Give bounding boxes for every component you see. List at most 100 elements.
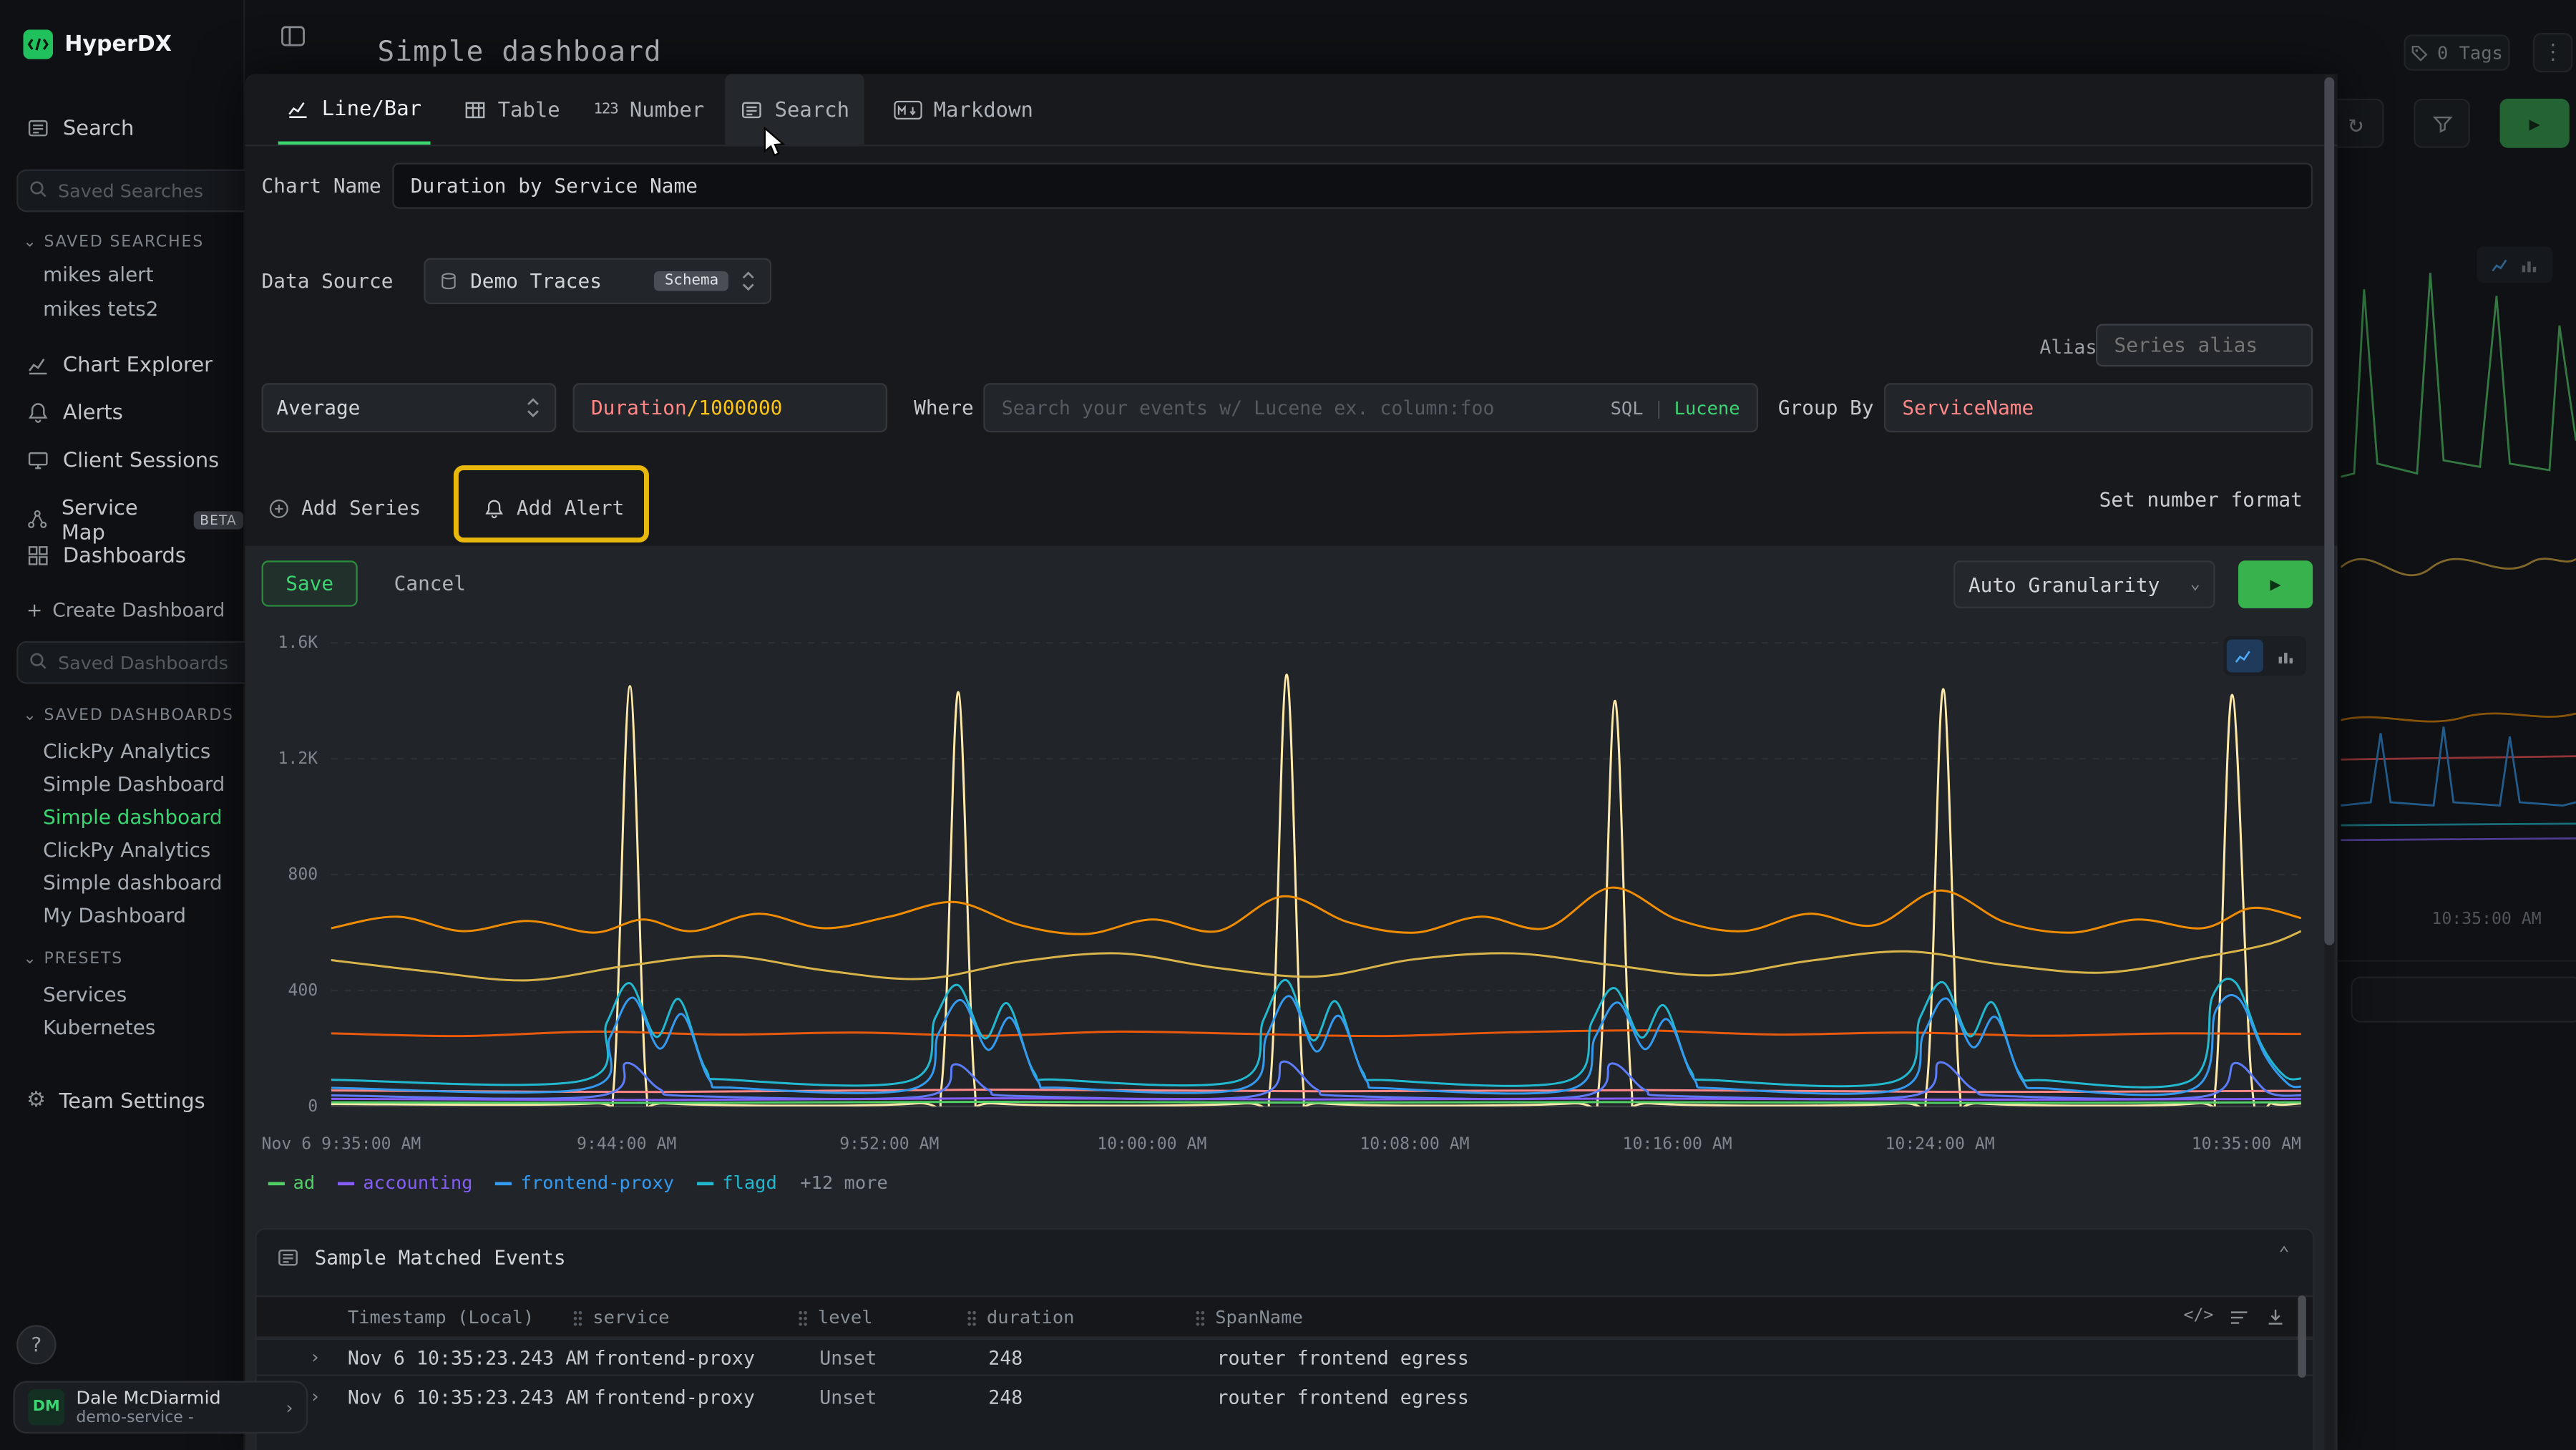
duration-line-chart[interactable]: 04008001.2K1.6KNov 6 9:35:00 AM9:44:00 A… [255, 623, 2314, 1169]
svg-text:400: 400 [288, 981, 318, 1000]
add-series-button[interactable]: Add Series [268, 488, 421, 527]
dashboard-item[interactable]: Simple Dashboard [43, 773, 225, 796]
preset-item[interactable]: Kubernetes [43, 1016, 155, 1039]
number-123-icon: 123 [594, 101, 618, 117]
table-row[interactable]: › Nov 6 10:35:23.243 AM frontend-proxy U… [257, 1374, 2313, 1412]
legend-item[interactable]: ad [268, 1172, 315, 1194]
sidebar-collapse-button[interactable] [275, 18, 311, 54]
row-expand-icon[interactable]: › [310, 1346, 321, 1368]
saved-searches-input[interactable] [16, 170, 281, 213]
aggregation-select[interactable]: Average [262, 383, 557, 432]
aggregation-value: Average [276, 396, 360, 419]
download-icon[interactable] [2265, 1307, 2286, 1328]
row-expand-icon[interactable]: › [310, 1386, 321, 1407]
tab-line-bar[interactable]: Line/Bar [278, 74, 431, 145]
divider [2338, 960, 2576, 961]
user-menu[interactable]: DM Dale McDiarmid demo-service - › [14, 1381, 308, 1434]
dashboard-item[interactable]: ClickPy Analytics [43, 838, 210, 861]
sidebar-item-label: Alerts [63, 399, 123, 424]
column-header-spanname[interactable]: SpanName [1194, 1307, 1303, 1328]
code-view-icon[interactable]: </> [2184, 1307, 2214, 1325]
dashboard-item-active[interactable]: Simple dashboard [43, 806, 223, 829]
set-number-format-button[interactable]: Set number format [2099, 488, 2303, 511]
series-alias-input[interactable] [2096, 324, 2313, 367]
line-chart-icon [2233, 646, 2255, 667]
legend-item[interactable]: accounting [338, 1172, 473, 1194]
sidebar-item-service-map[interactable]: Service Map BETA [26, 495, 243, 544]
tab-table[interactable]: Table [457, 74, 567, 145]
preset-item[interactable]: Services [43, 983, 127, 1006]
logs-icon [26, 116, 49, 139]
sidebar-item-label: Search [63, 115, 134, 140]
line-view-button[interactable] [2226, 640, 2263, 673]
cell-service: frontend-proxy [595, 1346, 755, 1369]
preview-run-button[interactable]: ▶ [2238, 560, 2313, 608]
table-row[interactable]: › Nov 6 10:35:23.243 AM frontend-proxy U… [257, 1338, 2313, 1376]
legend-more[interactable]: +12 more [800, 1172, 888, 1194]
saved-dashboards-input[interactable] [16, 641, 281, 684]
tab-number[interactable]: 123 Number [586, 74, 712, 145]
group-by-value: ServiceName [1902, 396, 2034, 419]
app-logo-text: HyperDX [64, 32, 172, 57]
tab-search[interactable]: Search [725, 74, 864, 145]
where-input[interactable]: Search your events w/ Lucene ex. column:… [983, 383, 1758, 432]
saved-dashboards-header[interactable]: ⌄ SAVED DASHBOARDS [23, 707, 233, 725]
create-dashboard-button[interactable]: +Create Dashboard [26, 598, 225, 621]
aggregation-field-input[interactable]: Duration/1000000 [573, 383, 888, 432]
column-header-service[interactable]: service [571, 1307, 669, 1328]
chevron-down-icon: ⌄ [23, 707, 37, 725]
events-header[interactable]: Sample Matched Events [276, 1246, 565, 1269]
cancel-button[interactable]: Cancel [394, 572, 466, 595]
collapse-events-button[interactable]: ⌃ [2278, 1243, 2289, 1265]
sidebar-item-alerts[interactable]: Alerts [26, 399, 123, 424]
add-alert-button[interactable]: Add Alert [484, 488, 625, 527]
dashboard-item[interactable]: Simple dashboard [43, 871, 223, 894]
svg-text:10:16:00 AM: 10:16:00 AM [1623, 1135, 1732, 1154]
sidebar-item-chart-explorer[interactable]: Chart Explorer [26, 352, 213, 376]
cell-spanname: router frontend egress [1217, 1386, 1469, 1408]
chart-display-toggle[interactable] [2223, 636, 2306, 676]
tab-markdown[interactable]: Markdown [884, 74, 1043, 145]
data-source-select[interactable]: Demo Traces Schema [424, 258, 771, 304]
sql-toggle[interactable]: SQL [1611, 397, 1644, 419]
page-title[interactable]: Simple dashboard [378, 37, 662, 69]
sidebar-item-client-sessions[interactable]: Client Sessions [26, 447, 219, 472]
saved-search-item[interactable]: mikes alert [43, 263, 153, 286]
presets-header[interactable]: ⌄ PRESETS [23, 950, 123, 968]
legend-item[interactable]: frontend-proxy [496, 1172, 674, 1194]
column-header-duration[interactable]: duration [965, 1307, 1075, 1328]
save-button[interactable]: Save [262, 560, 358, 606]
column-settings-icon[interactable] [2228, 1307, 2250, 1328]
column-header-timestamp[interactable]: Timestamp (Local) [348, 1307, 534, 1328]
help-button[interactable]: ? [16, 1325, 57, 1364]
drag-handle-icon [965, 1308, 979, 1328]
bar-chart-icon [2275, 646, 2296, 667]
modal-scrollbar-thumb[interactable] [2324, 77, 2334, 945]
legend-item[interactable]: flagd [698, 1172, 777, 1194]
filter-button[interactable] [2414, 99, 2470, 148]
field-duration: Duration [591, 396, 687, 419]
drag-handle-icon [1194, 1308, 1207, 1328]
table-icon [463, 98, 486, 121]
hyperdx-logo-icon [23, 29, 53, 59]
svg-text:9:52:00 AM: 9:52:00 AM [839, 1135, 939, 1154]
dashboard-item[interactable]: My Dashboard [43, 904, 186, 927]
bar-view-button[interactable] [2268, 640, 2304, 673]
saved-searches-header[interactable]: ⌄ SAVED SEARCHES [23, 233, 204, 251]
lucene-toggle[interactable]: Lucene [1674, 397, 1740, 419]
saved-search-item[interactable]: mikes tets2 [43, 298, 158, 321]
sidebar-item-team-settings[interactable]: ⚙ Team Settings [26, 1089, 205, 1113]
group-by-input[interactable]: ServiceName [1884, 383, 2313, 432]
granularity-select[interactable]: Auto Granularity ⌄ [1953, 560, 2215, 608]
app-logo[interactable]: HyperDX [23, 29, 172, 59]
svg-text:1.2K: 1.2K [278, 749, 318, 768]
run-query-button[interactable]: ▶ [2500, 99, 2570, 148]
sidebar-item-search[interactable]: Search [26, 115, 134, 140]
events-scrollbar[interactable] [2298, 1295, 2306, 1378]
sidebar-item-dashboards[interactable]: Dashboards [26, 542, 186, 567]
chevron-right-icon: › [286, 1396, 293, 1418]
column-header-level[interactable]: level [796, 1307, 873, 1328]
dashboard-item[interactable]: ClickPy Analytics [43, 740, 210, 763]
chart-name-input[interactable] [392, 162, 2313, 208]
modal-scrollbar-track[interactable] [2324, 74, 2334, 1450]
